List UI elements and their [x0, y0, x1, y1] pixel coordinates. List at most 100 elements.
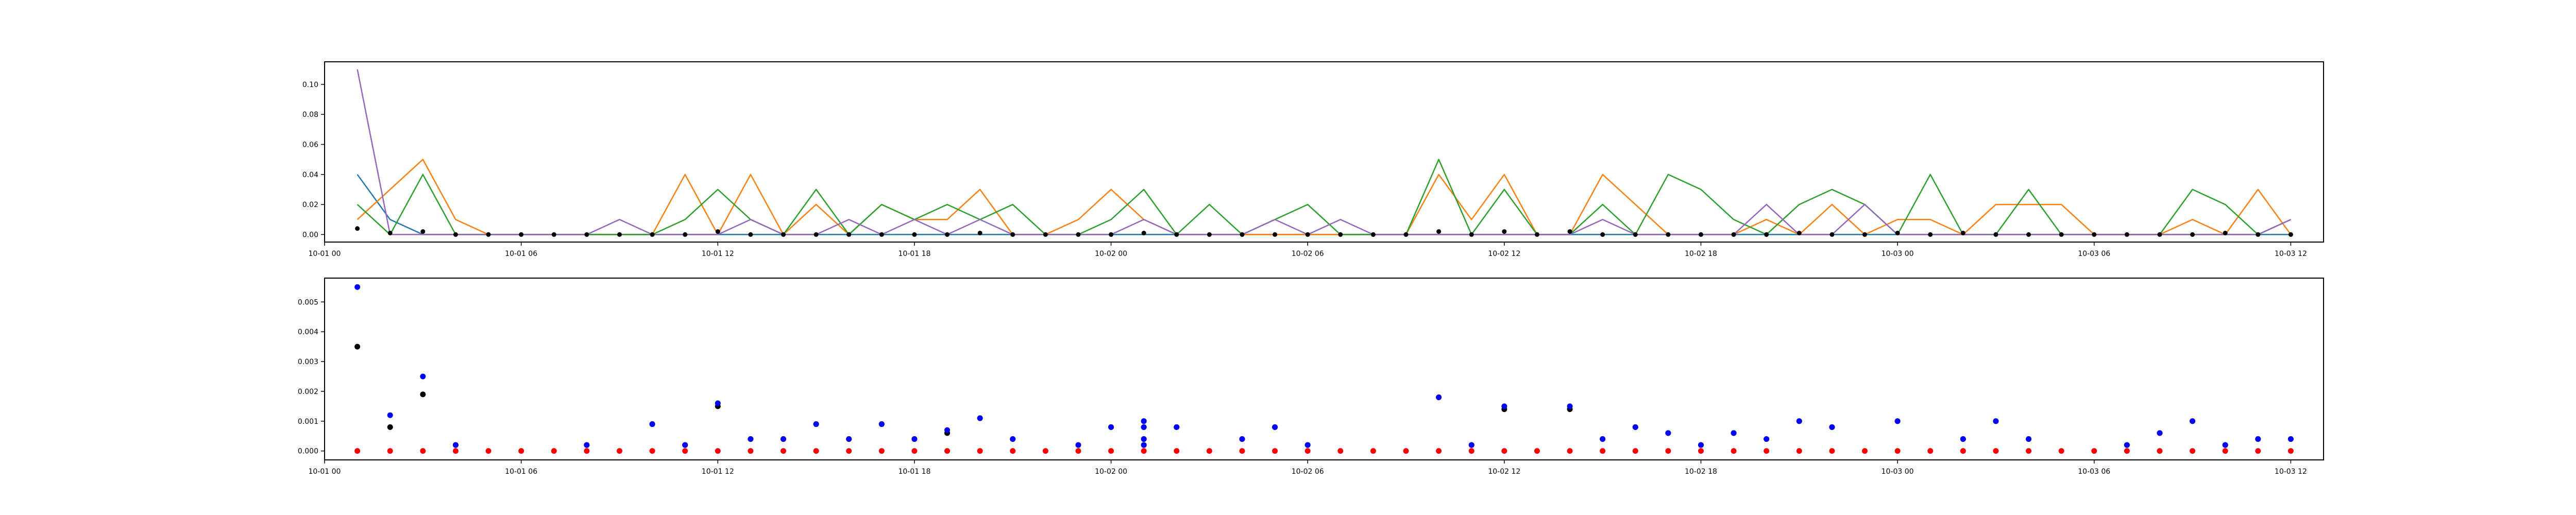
data-point-series-1: [1468, 448, 1475, 454]
data-point-series-3: [2190, 418, 2196, 424]
data-point-series-3: [878, 421, 885, 427]
data-point-series-3: [977, 415, 983, 421]
y-tick-label: 0.06: [302, 141, 318, 149]
data-point-series-3: [1600, 436, 1606, 442]
data-point-series-3: [682, 442, 688, 448]
data-point-series-1: [2058, 448, 2064, 454]
data-point-series-1: [2124, 448, 2130, 454]
x-tick-label: 10-03 06: [2078, 250, 2110, 258]
data-point: [1633, 232, 1638, 237]
data-point: [1666, 232, 1671, 237]
data-point: [2288, 232, 2293, 237]
data-point: [748, 232, 753, 237]
data-point-series-3: [1010, 436, 1016, 442]
y-tick-label: 0.004: [298, 328, 318, 336]
data-point-series-3: [748, 436, 754, 442]
data-point: [2190, 232, 2195, 237]
data-point: [1338, 232, 1343, 237]
data-point: [1273, 232, 1278, 237]
data-point-series-1: [616, 448, 622, 454]
data-point-series-1: [1567, 448, 1573, 454]
data-point-series-1: [1010, 448, 1016, 454]
x-tick-label: 10-01 06: [505, 468, 537, 476]
y-tick-label: 0.10: [302, 81, 318, 89]
x-tick-label: 10-03 12: [2275, 468, 2307, 476]
data-point: [1567, 229, 1572, 234]
data-point-series-1: [2222, 448, 2228, 454]
data-point-series-3: [1698, 442, 1704, 448]
data-point: [1043, 232, 1048, 237]
data-point: [1305, 232, 1310, 237]
data-point: [420, 229, 426, 234]
data-point-series-1: [2190, 448, 2196, 454]
data-point-series-1: [1141, 448, 1147, 454]
data-point-series-3: [1141, 442, 1147, 448]
data-point-series-3: [2287, 436, 2294, 442]
data-point-series-1: [354, 448, 361, 454]
x-tick-label: 10-02 18: [1685, 468, 1717, 476]
data-point-series-3: [1764, 436, 1770, 442]
data-point: [584, 232, 589, 237]
data-point-series-1: [1370, 448, 1376, 454]
data-point-series-1: [846, 448, 852, 454]
data-point-series-3: [911, 436, 918, 442]
data-point: [453, 232, 458, 237]
plot-area: [324, 61, 2324, 243]
data-point-series-1: [420, 448, 426, 454]
line-chart: 10-01 00 10-01 06 10-01 12 10-01 18 10-02 00…: [302, 61, 2324, 258]
data-point-series-3: [2026, 436, 2032, 442]
data-point-series-3: [1665, 430, 1671, 436]
data-point: [1403, 232, 1409, 237]
data-point-series-3: [1075, 442, 1081, 448]
data-point: [977, 231, 982, 235]
data-point: [355, 226, 360, 231]
data-point: [1600, 232, 1605, 237]
data-point: [1141, 231, 1146, 235]
data-point: [1731, 232, 1736, 237]
data-point: [1502, 229, 1507, 234]
data-point-series-3: [1108, 424, 1114, 430]
x-tick-label: 10-02 18: [1685, 250, 1717, 258]
data-point-series-1: [1764, 448, 1770, 454]
data-point-series-1: [977, 448, 983, 454]
data-point: [1797, 231, 1802, 235]
x-tick-label: 10-01 00: [309, 468, 341, 476]
data-point-series-3: [715, 400, 721, 406]
data-point: [1174, 232, 1179, 237]
data-point: [2256, 232, 2261, 237]
data-point-series-3: [2255, 436, 2261, 442]
x-tick-label: 10-02 00: [1095, 250, 1127, 258]
data-point-series-1: [813, 448, 819, 454]
data-point-series-3: [354, 284, 361, 290]
data-point-series-3: [1468, 442, 1475, 448]
data-point: [879, 232, 884, 237]
data-point-series-3: [420, 373, 426, 380]
data-point: [551, 232, 556, 237]
data-point-series-3: [1239, 436, 1245, 442]
x-tick-label: 10-02 00: [1095, 468, 1127, 476]
data-point-series-3: [2157, 430, 2163, 436]
data-point: [912, 232, 917, 237]
y-tick-label: 0.08: [302, 111, 318, 119]
data-point-series-1: [1206, 448, 1212, 454]
data-point-series-3: [649, 421, 655, 427]
data-point-series-1: [1403, 448, 1409, 454]
data-point-series-1: [1304, 448, 1311, 454]
data-point: [781, 232, 786, 237]
x-tick-label: 10-03 00: [1882, 468, 1914, 476]
data-point-series-1: [878, 448, 885, 454]
x-tick-label: 10-02 12: [1488, 250, 1520, 258]
data-point: [1534, 232, 1539, 237]
data-point-series-3: [387, 412, 393, 418]
data-point-series-1: [551, 448, 557, 454]
data-point-series-3: [2124, 442, 2130, 448]
data-point-series-1: [1174, 448, 1180, 454]
data-point-series-1: [911, 448, 918, 454]
data-point-series-3: [1141, 424, 1147, 430]
scatter-chart: 10-01 00 10-01 06 10-01 12 10-01 18 10-02 00…: [298, 278, 2324, 476]
data-point-series-3: [1731, 430, 1737, 436]
series-line-2: [357, 159, 2292, 235]
x-tick-label: 10-01 00: [309, 250, 341, 258]
data-point: [1109, 232, 1114, 237]
x-tick-label: 10-03 06: [2078, 468, 2110, 476]
